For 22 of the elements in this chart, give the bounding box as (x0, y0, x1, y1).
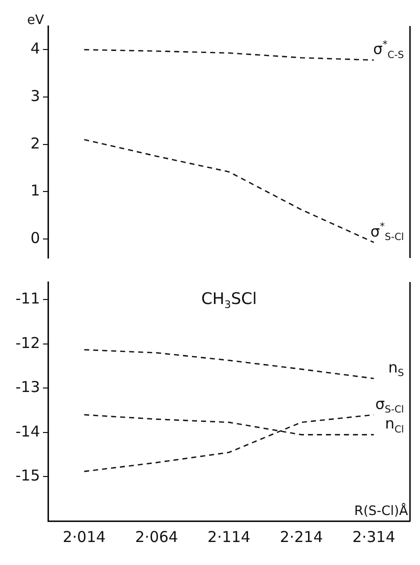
y-axis-title: eV (27, 13, 44, 28)
y-tick-label: -11 (16, 290, 40, 308)
line-series (84, 349, 374, 380)
y-tick-label: 4 (30, 40, 40, 58)
line-series (84, 414, 374, 472)
x-tick-label: 2·214 (280, 528, 323, 546)
x-axis-title: R(S-Cl)Å (354, 502, 408, 519)
line-series (84, 49, 374, 61)
x-tick-label: 2·314 (352, 528, 396, 546)
y-tick-label: 3 (30, 86, 40, 105)
y-tick-label: -14 (16, 422, 40, 440)
y-tick-label: 2 (30, 134, 40, 152)
series-label: σ*C-S (373, 39, 404, 61)
y-tick-label: -13 (16, 378, 40, 396)
x-tick-label: 2·064 (135, 528, 178, 546)
x-tick-label: 2·114 (208, 528, 250, 546)
y-tick-label: 0 (30, 228, 40, 247)
y-tick-label: -12 (16, 334, 40, 352)
series-label: σ*S-Cl (370, 222, 404, 244)
y-tick-label: -15 (16, 466, 40, 485)
x-tick-label: 2·014 (62, 528, 106, 546)
y-tick-label: 1 (30, 182, 40, 200)
